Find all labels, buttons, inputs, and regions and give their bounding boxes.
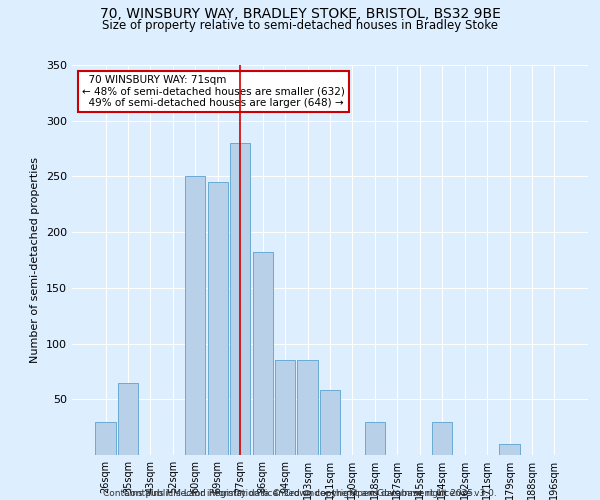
- Bar: [185, 176, 205, 455]
- Y-axis label: Number of semi-detached properties: Number of semi-detached properties: [31, 157, 40, 363]
- Bar: [275, 360, 295, 455]
- Bar: [253, 252, 273, 455]
- Text: Contains HM Land Registry data © Crown copyright and database right 2025.: Contains HM Land Registry data © Crown c…: [124, 488, 476, 498]
- Text: Contains public sector information licensed under the Open Government Licence v3: Contains public sector information licen…: [103, 478, 497, 498]
- Bar: [95, 422, 116, 455]
- Bar: [499, 444, 520, 455]
- Text: 70, WINSBURY WAY, BRADLEY STOKE, BRISTOL, BS32 9BE: 70, WINSBURY WAY, BRADLEY STOKE, BRISTOL…: [100, 8, 500, 22]
- Bar: [320, 390, 340, 455]
- Bar: [432, 422, 452, 455]
- Bar: [208, 182, 228, 455]
- Bar: [118, 382, 138, 455]
- Bar: [365, 422, 385, 455]
- Bar: [298, 360, 317, 455]
- Text: 70 WINSBURY WAY: 71sqm
← 48% of semi-detached houses are smaller (632)
  49% of : 70 WINSBURY WAY: 71sqm ← 48% of semi-det…: [82, 74, 345, 108]
- Bar: [230, 143, 250, 455]
- Text: Size of property relative to semi-detached houses in Bradley Stoke: Size of property relative to semi-detach…: [102, 19, 498, 32]
